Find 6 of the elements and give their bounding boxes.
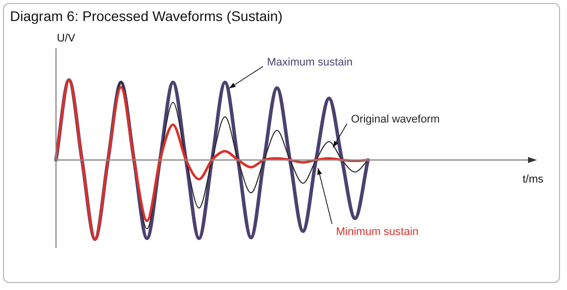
- chart-title: Diagram 6: Processed Waveforms (Sustain): [10, 8, 283, 24]
- y-axis-title: U/V: [56, 32, 76, 45]
- text: Original waveform: [351, 114, 440, 126]
- series-label: Maximum sustain: [267, 56, 353, 68]
- x-axis-title: t/ms: [522, 174, 544, 186]
- text: Minimum sustain: [336, 226, 419, 238]
